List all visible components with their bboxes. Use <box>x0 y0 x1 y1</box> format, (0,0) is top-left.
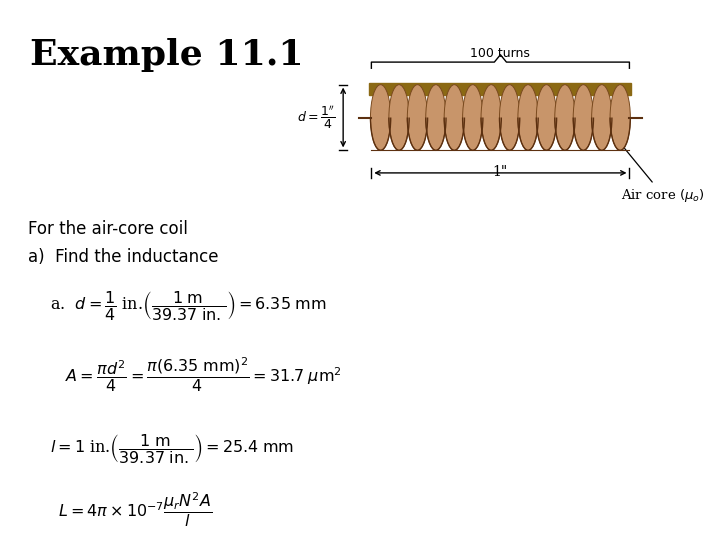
Text: $A = \dfrac{\pi d^2}{4} = \dfrac{\pi(6.35\;\mathrm{mm})^2}{4} = 31.7\;\mu\mathrm: $A = \dfrac{\pi d^2}{4} = \dfrac{\pi(6.3… <box>65 356 341 394</box>
Text: 100 turns: 100 turns <box>470 46 531 59</box>
Ellipse shape <box>500 85 520 150</box>
Ellipse shape <box>481 85 501 150</box>
Text: 1": 1" <box>492 165 508 179</box>
Ellipse shape <box>592 85 612 150</box>
Ellipse shape <box>371 85 391 150</box>
Text: Example 11.1: Example 11.1 <box>30 38 304 72</box>
Text: $L = 4\pi \times 10^{-7}\dfrac{\mu_r N^2 A}{l}$: $L = 4\pi \times 10^{-7}\dfrac{\mu_r N^2… <box>58 491 212 529</box>
Ellipse shape <box>555 85 575 150</box>
Ellipse shape <box>610 85 630 150</box>
Ellipse shape <box>573 85 593 150</box>
Ellipse shape <box>463 85 483 150</box>
Ellipse shape <box>426 85 446 150</box>
Text: For the air-core coil: For the air-core coil <box>28 220 188 238</box>
Ellipse shape <box>518 85 538 150</box>
Text: Air core $(\mu_o)$: Air core $(\mu_o)$ <box>612 133 705 204</box>
Text: a)  Find the inductance: a) Find the inductance <box>28 248 218 266</box>
Text: $d=\dfrac{1^{\prime\prime}}{4}$: $d=\dfrac{1^{\prime\prime}}{4}$ <box>297 104 335 131</box>
Bar <box>369 83 631 94</box>
Ellipse shape <box>408 85 428 150</box>
Ellipse shape <box>536 85 557 150</box>
Ellipse shape <box>389 85 409 150</box>
Text: a.  $d = \dfrac{1}{4}$ in.$\left(\dfrac{1\;\mathrm{m}}{39.37\;\mathrm{in.}}\righ: a. $d = \dfrac{1}{4}$ in.$\left(\dfrac{1… <box>50 288 327 321</box>
Text: $l = 1$ in.$\left(\dfrac{1\;\mathrm{m}}{39.37\;\mathrm{in.}}\right) = 25.4\;\mat: $l = 1$ in.$\left(\dfrac{1\;\mathrm{m}}{… <box>50 431 294 464</box>
Ellipse shape <box>444 85 464 150</box>
